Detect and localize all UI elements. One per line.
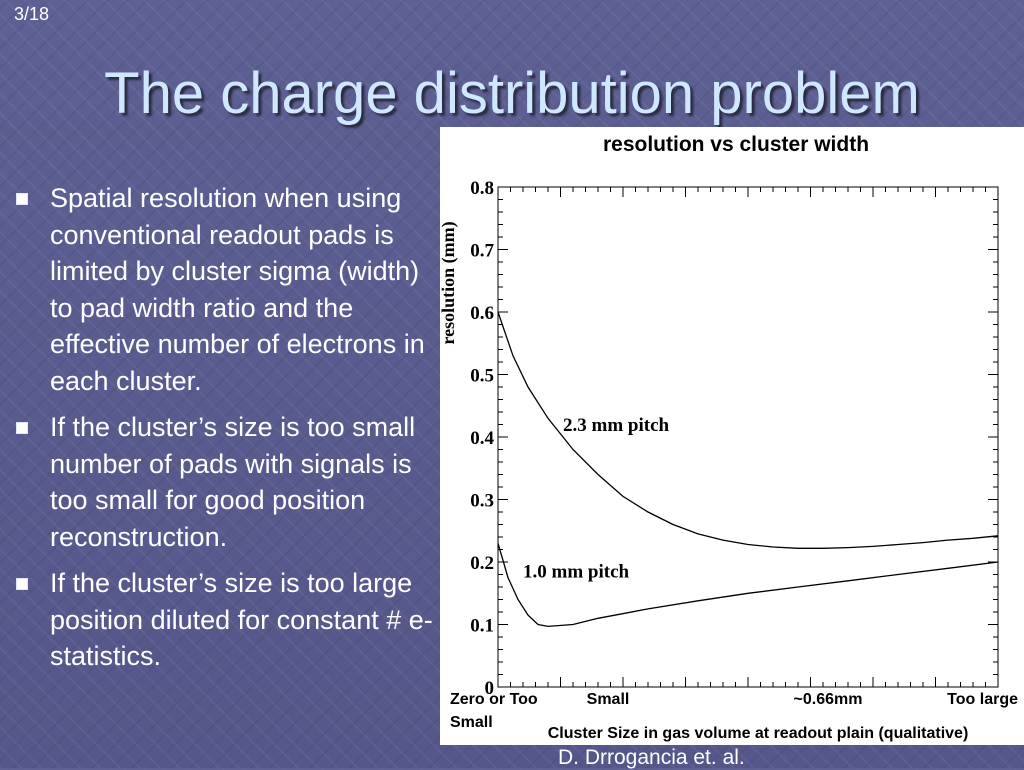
y-tick-label: 0 xyxy=(485,678,495,699)
series-annotation: 1.0 mm pitch xyxy=(523,562,630,583)
x-category-label: Small xyxy=(587,691,630,708)
series-annotation: 2.3 mm pitch xyxy=(563,415,670,436)
plot-frame xyxy=(497,186,999,688)
x-category-label: ~0.66mm xyxy=(794,691,863,708)
bullet-item: Spatial resolution when using convention… xyxy=(14,180,439,399)
bullet-text: If the cluster’s size is too large posit… xyxy=(50,568,433,671)
y-tick-label: 0.4 xyxy=(470,428,494,449)
x-category-label: Too large xyxy=(947,691,1018,708)
y-tick-label: 0.2 xyxy=(470,553,494,574)
square-bullet-icon xyxy=(16,193,28,205)
square-bullet-icon xyxy=(16,578,28,590)
x-category-label: Small xyxy=(450,714,493,731)
y-tick-label: 0.6 xyxy=(470,303,494,324)
bullet-text: If the cluster’s size is too small numbe… xyxy=(50,412,416,552)
slide-title: The charge distribution problem xyxy=(104,61,920,126)
bullet-item: If the cluster’s size is too large posit… xyxy=(14,565,439,675)
chart-panel: resolution vs cluster width resolution (… xyxy=(440,127,1024,745)
y-tick-label: 0.5 xyxy=(470,366,494,387)
square-bullet-icon xyxy=(16,422,28,434)
chart-title: resolution vs cluster width xyxy=(603,133,869,156)
x-category-label: Zero or Too xyxy=(450,691,538,708)
slide-number: 3/18 xyxy=(14,4,50,24)
credit-text: D. Drrogancia et. al. xyxy=(558,746,745,769)
y-tick-label: 0.8 xyxy=(470,178,494,199)
y-axis-label: resolution (mm) xyxy=(440,221,459,344)
y-tick-label: 0.7 xyxy=(470,241,494,262)
x-axis-label: Cluster Size in gas volume at readout pl… xyxy=(548,725,969,742)
resolution-chart: resolution vs cluster width resolution (… xyxy=(440,133,1018,742)
y-tick-label: 0.3 xyxy=(470,491,494,512)
bullet-text: Spatial resolution when using convention… xyxy=(50,183,425,396)
y-tick-label: 0.1 xyxy=(470,616,494,637)
series-line-2-3mm xyxy=(497,311,999,549)
bullet-list: Spatial resolution when using convention… xyxy=(14,180,439,685)
bullet-item: If the cluster’s size is too small numbe… xyxy=(14,409,439,555)
series-line-1-0mm xyxy=(497,543,999,628)
